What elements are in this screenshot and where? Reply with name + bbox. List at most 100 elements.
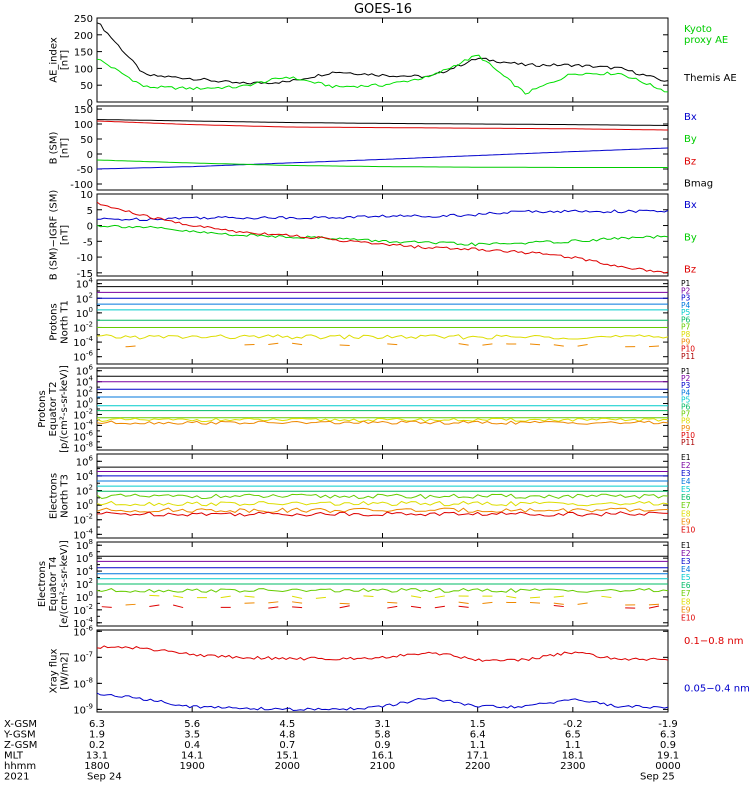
- elec_north-legend-label: E1: [681, 453, 691, 462]
- y-tick-label: 102: [76, 484, 93, 498]
- prot_eq-ylabel-line: Equator T2: [48, 382, 59, 437]
- y-tick-label: 100: [76, 590, 93, 604]
- elec_eq-line-e10: [458, 605, 469, 608]
- y-tick-label: -15: [77, 269, 93, 280]
- prot_north-legend-label: P10: [681, 345, 695, 354]
- y-tick-label: -100: [70, 180, 93, 191]
- xray-legend-label: 0.05−0.4 nm: [684, 684, 750, 695]
- axis-cell: 1.1: [470, 740, 486, 751]
- elec_north-legend-label: E4: [681, 477, 691, 486]
- axis-cell: 0.2: [89, 740, 105, 751]
- bottom-axis-table: X-GSMY-GSMZ-GSMMLThhmm20216.31.90.213.11…: [3, 719, 681, 783]
- y-tick-label: 104: [76, 564, 94, 578]
- bigrf-ylabel-line: B (SM)−IGRF (SM): [49, 190, 60, 281]
- elec_north-series: [96, 466, 669, 517]
- prot_north-line-p9: [339, 344, 350, 347]
- elec_north-legend-label: E2: [681, 461, 691, 470]
- prot_north-line-p9: [292, 342, 303, 346]
- bsm-ylabel-line: [nT]: [60, 138, 71, 158]
- elec_north-legend-label: E5: [681, 485, 691, 494]
- axis-cell: 1900: [179, 761, 204, 772]
- prot_eq-frame: [96, 367, 669, 451]
- elec_eq-line-e10: [387, 605, 398, 609]
- y-tick-label: 10-8: [73, 676, 93, 690]
- elec_eq-ylabel-line: [e/(cm²-s-sr-keV)]: [59, 540, 70, 628]
- prot_north-ylabel-line: North T1: [60, 300, 71, 344]
- elec_eq-line-e10: [434, 605, 445, 609]
- y-tick-label: 10-2: [73, 320, 93, 334]
- bigrf-y-ticks: -15 -10 -5 0 5 10: [77, 190, 668, 280]
- y-tick-label: 102: [76, 291, 93, 305]
- axis-cell: 0.4: [184, 740, 200, 751]
- y-tick-label: 0: [87, 150, 93, 161]
- elec_eq-line-e10: [339, 605, 350, 609]
- prot_north-legend-label: P1: [681, 279, 691, 288]
- prot_eq-legend-label: P1: [681, 367, 691, 376]
- bsm-legend-label: Bx: [684, 112, 697, 123]
- elec_eq-line-e8: [315, 596, 326, 599]
- elec_north-line-e7: [96, 493, 669, 500]
- axis-cell: 2300: [560, 761, 585, 772]
- elec_eq-line-e8: [363, 595, 374, 597]
- axis-cell: 2100: [370, 761, 395, 772]
- axis-cell: 6.3: [89, 719, 105, 730]
- elec_eq-line-e9: [648, 603, 659, 606]
- elec_north-line-e8: [96, 500, 669, 507]
- elec_north-legend-label: E7: [681, 501, 691, 510]
- elec_eq-line-e9: [577, 602, 588, 605]
- prot_eq-legend-label: P4: [681, 388, 691, 397]
- prot_eq-legend-label: P2: [681, 374, 691, 383]
- elec_eq-line-e8: [529, 596, 541, 599]
- bigrf-frame: [96, 193, 669, 277]
- bsm-frame: [96, 105, 669, 191]
- prot_eq-legend-label: P9: [681, 424, 691, 433]
- bsm-series: [96, 119, 669, 170]
- axis-cell: 18.1: [562, 751, 584, 762]
- xray-panel: 10-6 10-7 10-8 10-9 Xray flux [W/m2] 0.1−0.8 n…: [49, 624, 750, 716]
- prot_north-line-p9: [458, 343, 469, 346]
- prot_north-line-p9: [387, 343, 398, 346]
- prot_north-ylabel-line: Protons: [49, 303, 60, 340]
- elec_eq-series: [96, 555, 669, 609]
- elec_eq-line-e8: [434, 595, 445, 599]
- ae-ylabel-line: [nT]: [60, 50, 71, 70]
- elec_eq-line-e8: [244, 595, 255, 598]
- elec_eq-legend-label: E10: [681, 613, 696, 622]
- bsm-line-by: [96, 159, 668, 168]
- axis-cell: 14.1: [181, 751, 203, 762]
- axis-cell: 16.1: [371, 751, 393, 762]
- prot_eq-legend-label: P6: [681, 403, 691, 412]
- prot_north-legend-label: P4: [681, 301, 691, 310]
- prot_north-legend-label: P2: [681, 286, 691, 295]
- axis-cell: 5.8: [375, 730, 391, 741]
- elec_eq-line-e9: [482, 601, 493, 604]
- prot_north-line-p8: [96, 334, 669, 340]
- y-tick-label: 150: [74, 48, 93, 59]
- elec_eq-legend-label: E8: [681, 597, 691, 606]
- elec_eq-line-e9: [268, 601, 279, 604]
- elec_eq-legend-label: E3: [681, 557, 691, 566]
- y-tick-label: -5: [83, 237, 93, 248]
- prot_eq-legend-label: P5: [681, 395, 691, 404]
- bigrf-panel: -15 -10 -5 0 5 10 B (SM)−IGRF (SM) [nT] Bx By Bz: [49, 190, 697, 281]
- axis-cell: 6.3: [660, 730, 676, 741]
- elec_eq-line-e10: [149, 604, 160, 608]
- y-tick-label: -50: [77, 165, 93, 176]
- axis-cell: 1.9: [89, 730, 105, 741]
- bsm-y-ticks: -100 -50 0 50 100 150: [70, 105, 668, 191]
- elec_eq-ylabel-line: Electrons: [37, 561, 48, 607]
- elec_eq-legend-label: E5: [681, 573, 691, 582]
- elec_eq-line-e10: [410, 605, 422, 609]
- axis-row-label: 2021: [4, 772, 29, 783]
- elec_eq-legend-label: E1: [681, 541, 691, 550]
- axis-cell: 3.1: [375, 719, 391, 730]
- xray-legend: 0.1−0.8 nm 0.05−0.4 nm: [684, 636, 750, 695]
- prot_north-legend-label: P5: [681, 308, 691, 317]
- y-tick-label: 104: [76, 469, 94, 483]
- prot_north-line-p9: [648, 345, 659, 348]
- ae-series: [96, 22, 669, 95]
- elec_north-legend-label: E3: [681, 469, 691, 478]
